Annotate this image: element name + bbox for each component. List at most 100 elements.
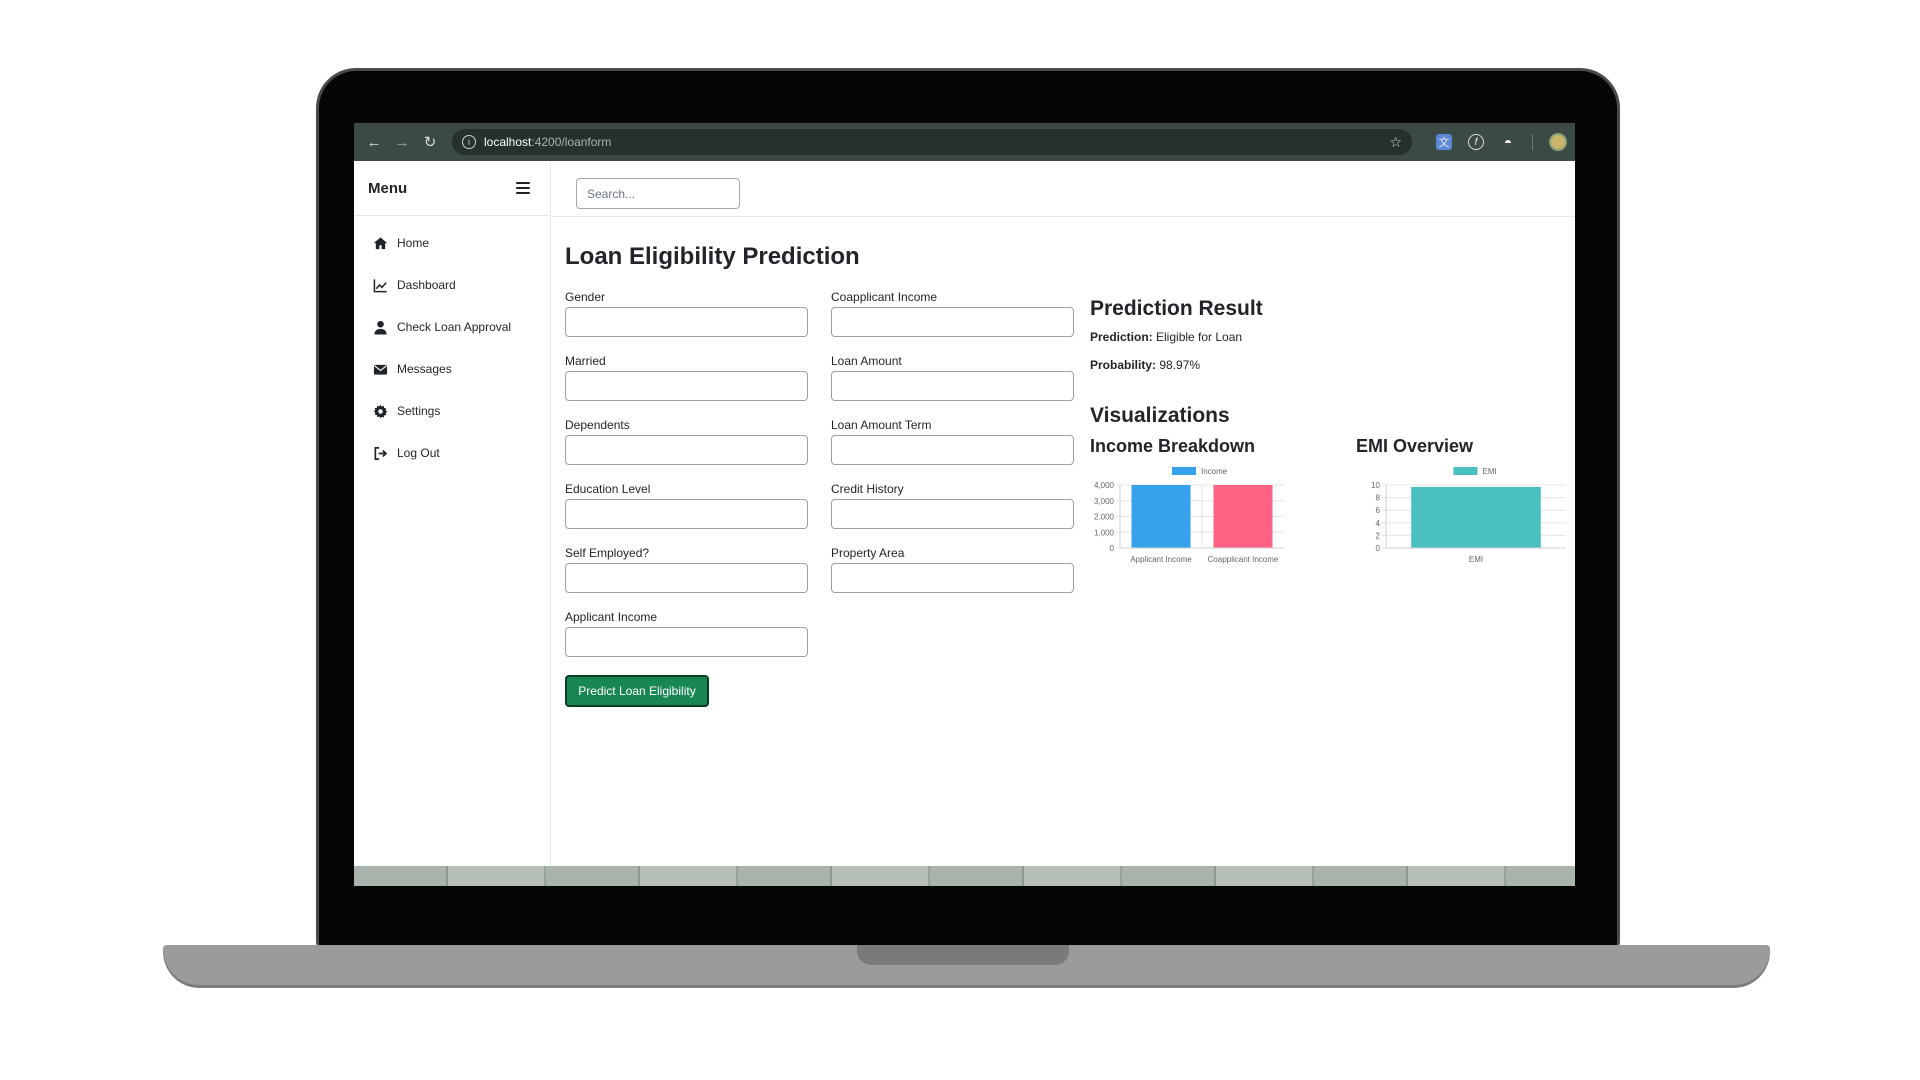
reload-icon[interactable]: ↻	[423, 134, 437, 151]
field-credit-history: Credit History	[831, 482, 1074, 529]
prediction-label: Prediction:	[1090, 330, 1153, 344]
credit-history-label: Credit History	[831, 482, 904, 496]
user-icon	[372, 319, 388, 335]
credit-history-input[interactable]	[831, 499, 1074, 529]
dependents-input[interactable]	[565, 435, 808, 465]
income-x-tick-label: Applicant Income	[1130, 555, 1192, 564]
income-y-tick-label: 0	[1110, 544, 1115, 553]
emi-x-tick-label: EMI	[1469, 555, 1483, 564]
loan-amount-term-label: Loan Amount Term	[831, 418, 932, 432]
education-level-input[interactable]	[565, 499, 808, 529]
field-dependents: Dependents	[565, 418, 808, 465]
sidebar-item-dashboard[interactable]: Dashboard	[354, 264, 550, 306]
emi-y-tick-label: 10	[1371, 481, 1380, 490]
visualizations-title: Visualizations	[1090, 404, 1230, 427]
loan-amount-term-input[interactable]	[831, 435, 1074, 465]
sidebar-header: Menu	[354, 161, 550, 216]
loan-amount-label: Loan Amount	[831, 354, 902, 368]
probability-value: 98.97%	[1159, 358, 1201, 372]
site-info-icon[interactable]: i	[462, 135, 476, 149]
income-breakdown-title: Income Breakdown	[1090, 436, 1256, 456]
education-level-label: Education Level	[565, 482, 651, 496]
browser-toolbar: ← → ↻ i localhost:4200/loanform ☆ 文 f ◓	[354, 123, 1575, 161]
emi-y-tick-label: 4	[1376, 519, 1381, 528]
prediction-value: Eligible for Loan	[1156, 330, 1243, 344]
sidebar-item-label: Dashboard	[397, 278, 456, 292]
hamburger-menu-icon[interactable]	[516, 182, 530, 194]
sidebar-item-home[interactable]: Home	[354, 222, 550, 264]
coapplicant-income-label: Coapplicant Income	[831, 290, 938, 304]
page-title: Loan Eligibility Prediction	[565, 243, 860, 270]
emi-y-tick-label: 0	[1376, 544, 1381, 553]
laptop-notch	[857, 945, 1069, 965]
emi-y-tick-label: 2	[1376, 531, 1381, 540]
sidebar-item-label: Check Loan Approval	[397, 320, 512, 334]
field-property-area: Property Area	[831, 546, 1074, 593]
url-path: :4200/loanform	[531, 135, 612, 149]
profile-avatar-icon[interactable]	[1549, 133, 1567, 151]
address-bar[interactable]: i localhost:4200/loanform ☆	[452, 129, 1412, 155]
married-label: Married	[565, 354, 606, 368]
emi-overview-chart: EMI 0 2 4 6 8 10 EMI	[1371, 467, 1566, 564]
sidebar-item-label: Log Out	[397, 446, 440, 460]
search-input[interactable]	[576, 178, 740, 209]
prediction-result-title: Prediction Result	[1090, 297, 1263, 320]
gear-icon	[372, 403, 388, 419]
logout-icon	[372, 445, 388, 461]
coapplicant-income-input[interactable]	[831, 307, 1074, 337]
sidebar-item-messages[interactable]: Messages	[354, 348, 550, 390]
bookmark-star-icon[interactable]: ☆	[1389, 133, 1402, 150]
dependents-label: Dependents	[565, 418, 630, 432]
forward-arrow-icon[interactable]: →	[394, 133, 410, 151]
property-area-label: Property Area	[831, 546, 905, 560]
emi-legend-swatch	[1453, 467, 1478, 475]
applicant-income-label: Applicant Income	[565, 610, 658, 624]
emi-y-tick-label: 8	[1376, 494, 1381, 503]
toolbar-divider	[1532, 134, 1533, 150]
married-input[interactable]	[565, 371, 808, 401]
emi-y-tick-label: 6	[1376, 506, 1381, 515]
url-host: localhost	[484, 135, 532, 149]
property-area-input[interactable]	[831, 563, 1074, 593]
loan-amount-input[interactable]	[831, 371, 1074, 401]
income-legend-swatch	[1172, 467, 1196, 475]
gender-label: Gender	[565, 290, 606, 304]
predict-loan-eligibility-button[interactable]: Predict Loan Eligibility	[565, 675, 709, 707]
income-y-tick-label: 1,000	[1094, 528, 1115, 537]
sidebar-item-label: Messages	[397, 362, 452, 376]
emi-overview-title: EMI Overview	[1356, 436, 1474, 456]
sidebar: Menu Home Dashboard Check Loan Approval …	[354, 161, 551, 871]
emi-legend-label: EMI	[1483, 467, 1497, 476]
sidebar-item-settings[interactable]: Settings	[354, 390, 550, 432]
prediction-result: Prediction Result Prediction: Eligible f…	[1090, 297, 1570, 372]
field-education-level: Education Level	[565, 482, 808, 529]
income-y-tick-label: 4,000	[1094, 481, 1115, 490]
applicant-income-input[interactable]	[565, 627, 808, 657]
probability-label: Probability:	[1090, 358, 1157, 372]
gender-input[interactable]	[565, 307, 808, 337]
laptop-screen: ← → ↻ i localhost:4200/loanform ☆ 文 f ◓ …	[354, 123, 1575, 886]
field-coapplicant-income: Coapplicant Income	[831, 290, 1074, 337]
translate-extension-icon[interactable]: 文	[1436, 134, 1452, 150]
sidebar-nav: Home Dashboard Check Loan Approval Messa…	[354, 216, 550, 474]
chart-line-icon	[372, 277, 388, 293]
income-y-tick-label: 3,000	[1094, 497, 1115, 506]
emi-bar	[1411, 486, 1541, 548]
self-employed-label: Self Employed?	[565, 546, 650, 560]
prediction-line: Prediction: Eligible for Loan	[1090, 330, 1570, 344]
sidebar-item-log-out[interactable]: Log Out	[354, 432, 550, 474]
back-arrow-icon[interactable]: ←	[366, 133, 382, 151]
top-bar	[551, 161, 1575, 217]
income-bar	[1131, 485, 1191, 548]
income-y-tick-label: 2,000	[1094, 513, 1115, 522]
income-legend-label: Income	[1201, 467, 1228, 476]
self-employed-input[interactable]	[565, 563, 808, 593]
puzzle-extensions-icon[interactable]: ◓	[1503, 134, 1513, 150]
taskbar-strip	[354, 866, 1575, 886]
fx-extension-icon[interactable]: f	[1468, 134, 1484, 150]
sidebar-item-check-loan-approval[interactable]: Check Loan Approval	[354, 306, 550, 348]
extensions-area: 文 f ◓	[1436, 133, 1567, 151]
field-applicant-income: Applicant Income	[565, 610, 808, 657]
sidebar-item-label: Home	[397, 236, 430, 250]
menu-title: Menu	[368, 179, 408, 197]
